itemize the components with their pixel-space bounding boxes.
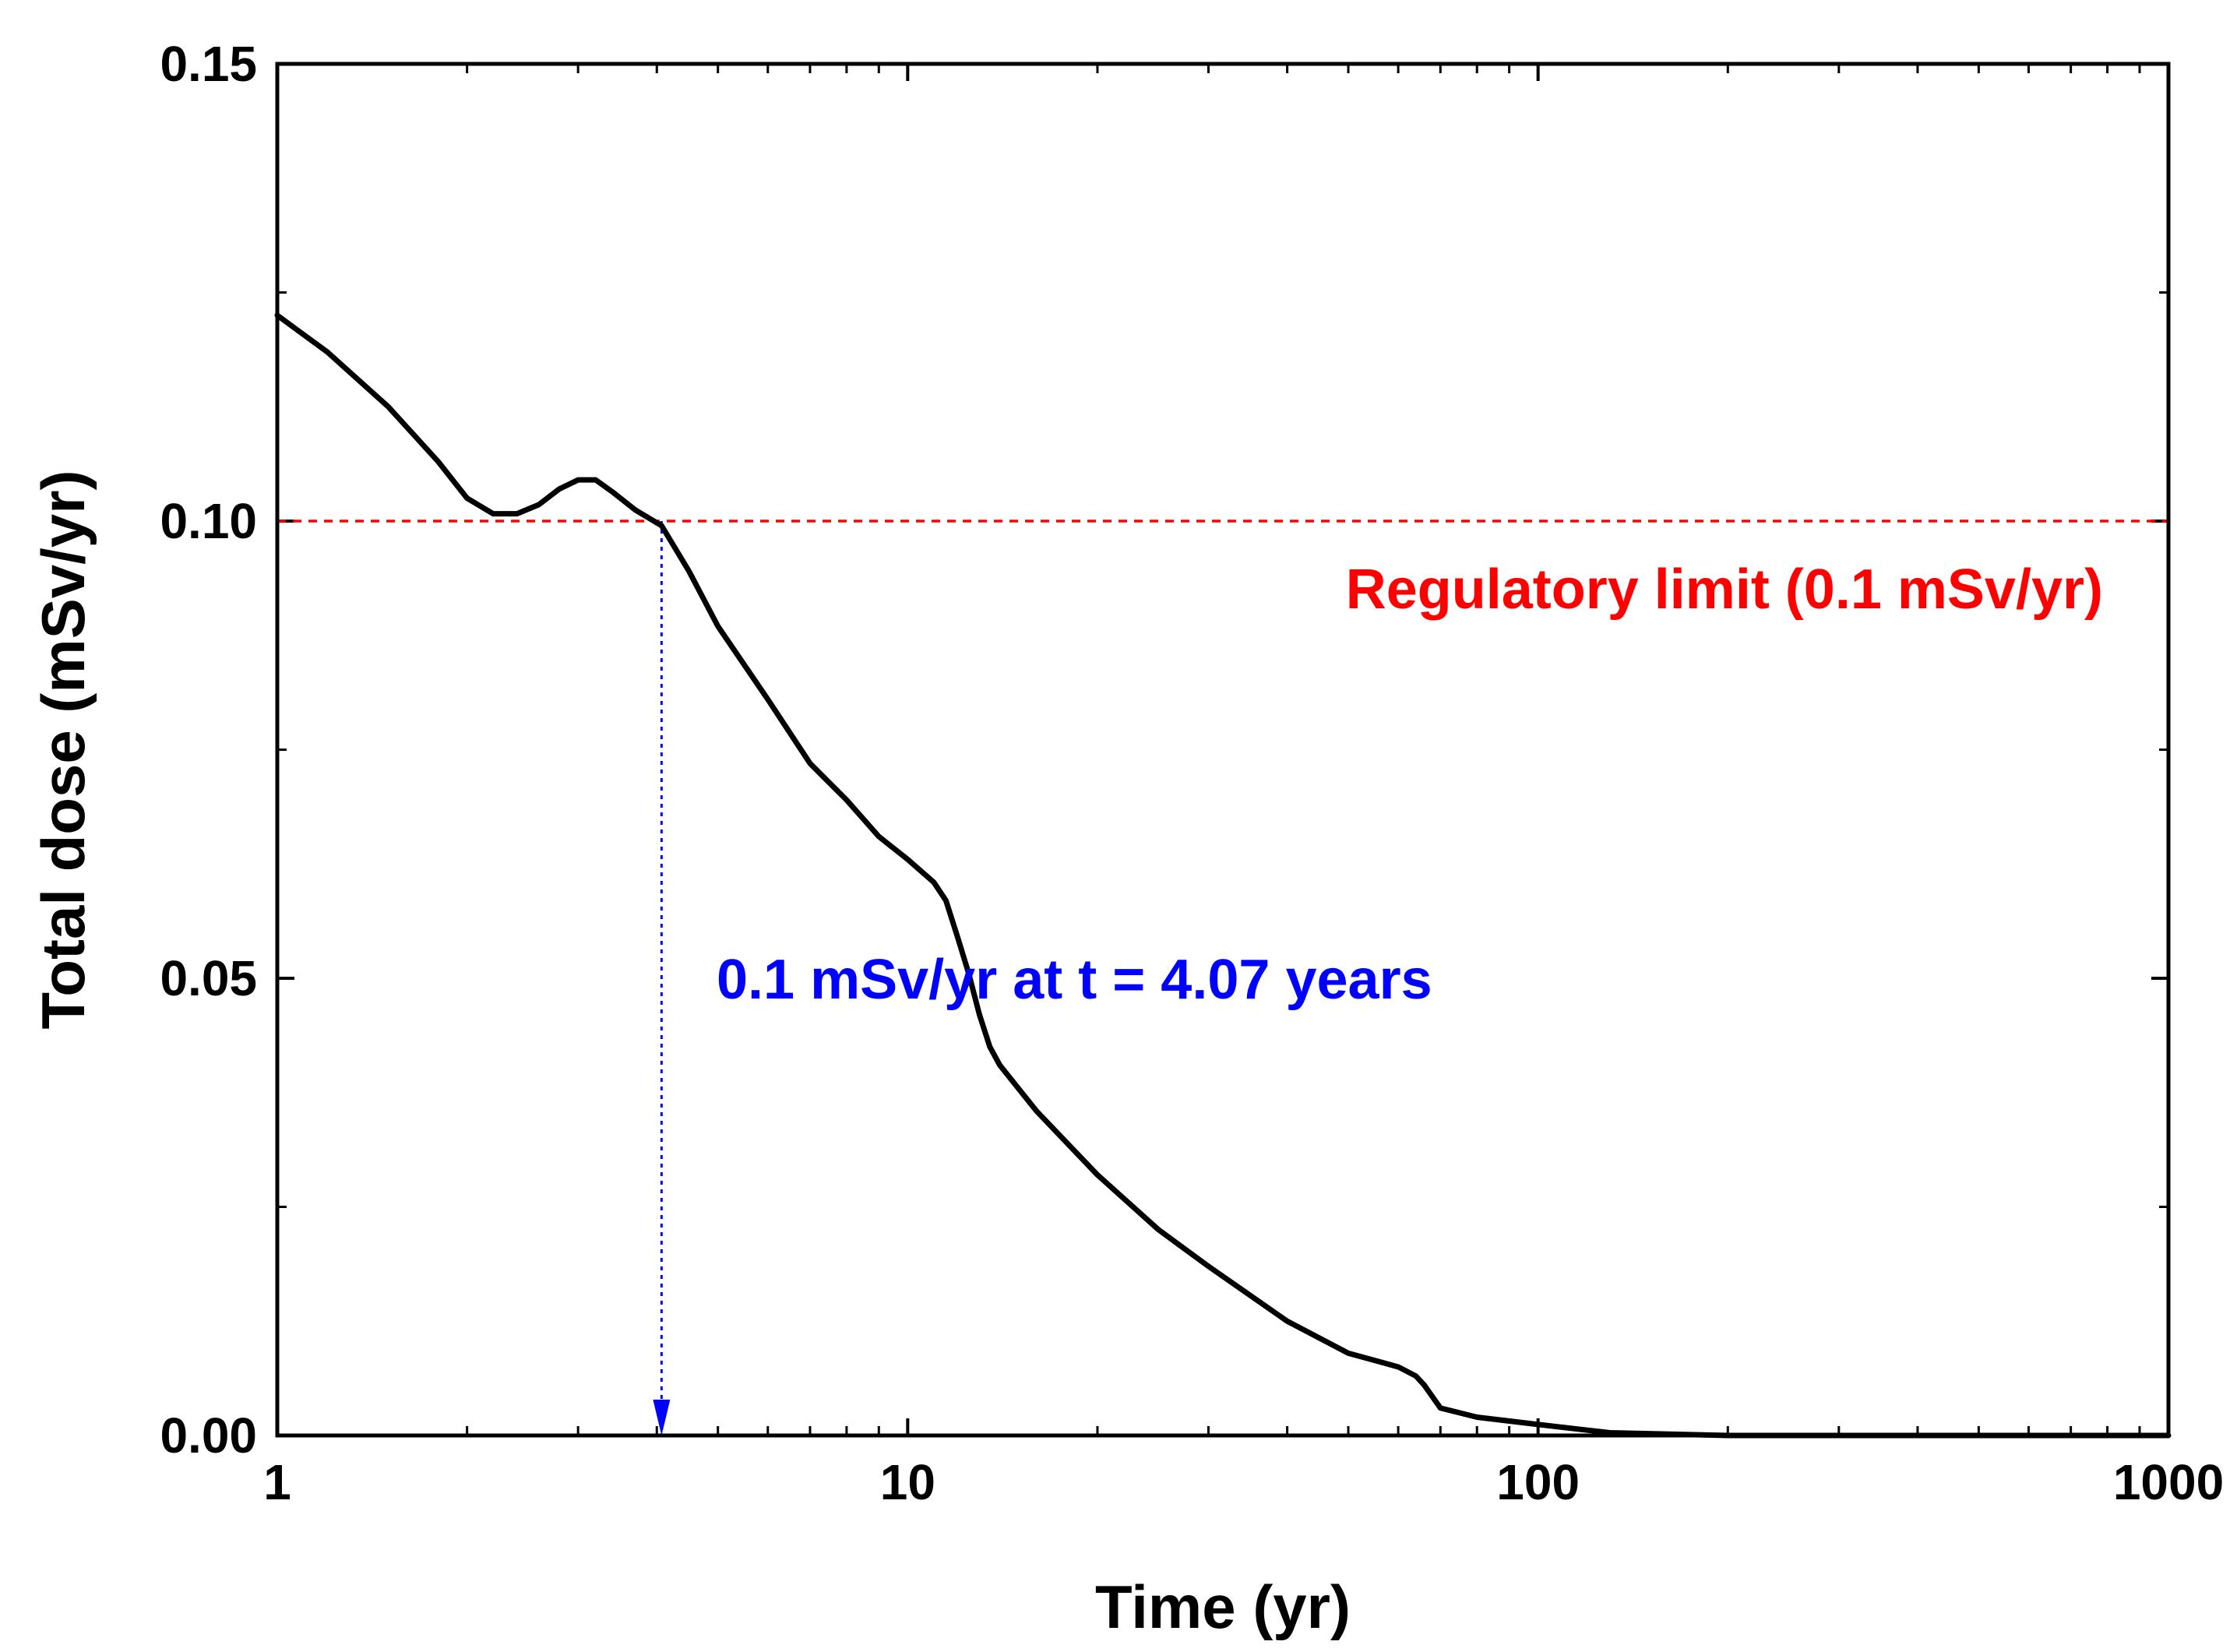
x-tick-label: 1000 bbox=[2113, 1454, 2224, 1510]
x-tick-label: 1 bbox=[263, 1454, 291, 1510]
x-tick-label: 100 bbox=[1496, 1454, 1580, 1510]
tick-labels: 1 10 100 1000 0.00 0.05 0.10 0.15 bbox=[160, 36, 2224, 1510]
y-tick-label: 0.00 bbox=[160, 1407, 257, 1464]
y-axis-title: Total dose (mSv/yr) bbox=[29, 470, 97, 1029]
x-axis-title: Time (yr) bbox=[1095, 1573, 1351, 1641]
y-tick-label: 0.10 bbox=[160, 493, 257, 549]
x-tick-label: 10 bbox=[880, 1454, 935, 1510]
y-tick-label: 0.15 bbox=[160, 36, 257, 92]
plot-frame bbox=[275, 62, 2171, 1438]
series-line-total-dose bbox=[274, 312, 2172, 1439]
annotation-arrowhead bbox=[653, 1400, 671, 1435]
regulatory-limit-label: Regulatory limit (0.1 mSv/yr) bbox=[1346, 558, 2103, 621]
y-tick-label: 0.05 bbox=[160, 950, 257, 1006]
annotation-label: 0.1 mSv/yr at t = 4.07 years bbox=[717, 949, 1432, 1011]
